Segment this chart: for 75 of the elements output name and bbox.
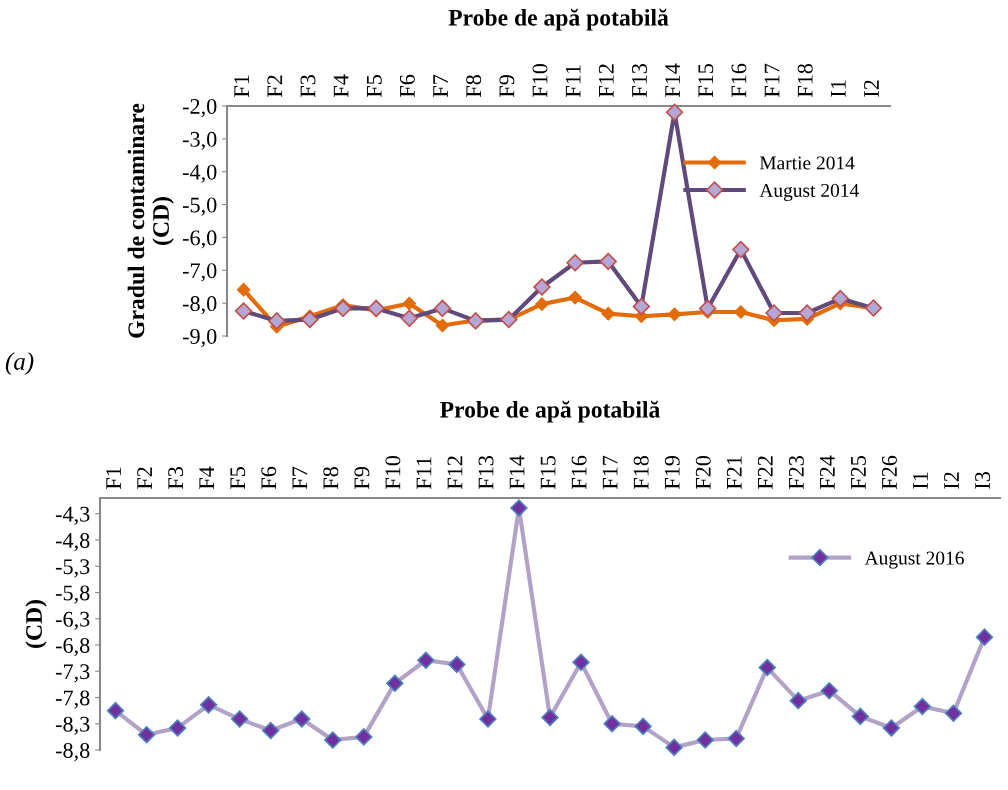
x-tick-label: F15 bbox=[698, 63, 714, 98]
x-tick-label: F14 bbox=[665, 63, 680, 98]
y-tick-label: -7,0 bbox=[182, 263, 217, 282]
x-tick-label: F1 bbox=[234, 75, 249, 98]
x-tick-label: F21 bbox=[726, 456, 742, 490]
x-tick-label: F16 bbox=[571, 455, 587, 490]
y-tick-label: -4,0 bbox=[182, 164, 217, 183]
x-tick-label: F15 bbox=[540, 455, 556, 490]
y-tick-label: -3,0 bbox=[182, 131, 217, 150]
y-tick-label: -2,0 bbox=[182, 98, 217, 118]
x-tick-label: F10 bbox=[385, 455, 401, 490]
x-tick-label: F9 bbox=[354, 467, 370, 490]
x-tick-label: F1 bbox=[106, 467, 121, 490]
y-tick-label: -6,3 bbox=[55, 611, 90, 630]
x-tick-label: F18 bbox=[633, 455, 649, 490]
x-tick-label: F12 bbox=[447, 456, 463, 490]
x-tick-label: F13 bbox=[632, 63, 647, 98]
x-tick-label: F4 bbox=[333, 74, 349, 98]
x-tick-label: F17 bbox=[602, 455, 618, 490]
x-tick-label: F14 bbox=[509, 455, 525, 490]
x-tick-label: F7 bbox=[292, 466, 308, 490]
x-tick-label: F23 bbox=[788, 455, 804, 490]
y-tick-label: -4,8 bbox=[55, 532, 90, 552]
x-tick-label: I1 bbox=[830, 80, 846, 97]
x-tick-label: F19 bbox=[664, 456, 680, 490]
x-tick-label: F20 bbox=[695, 455, 711, 490]
y-tick-label: -9,0 bbox=[182, 328, 217, 348]
x-tick-label: F22 bbox=[757, 456, 773, 490]
x-tick-label: I2 bbox=[864, 80, 879, 97]
x-tick-label: F24 bbox=[819, 455, 835, 490]
x-tick-label: F11 bbox=[416, 457, 432, 490]
y-tick-label: -7,3 bbox=[55, 664, 90, 683]
x-tick-label: F6 bbox=[399, 74, 415, 98]
x-tick-label: F12 bbox=[598, 64, 614, 98]
y-tick-label: -6,8 bbox=[55, 637, 90, 657]
x-tick-label: F25 bbox=[850, 455, 866, 490]
x-tick-label: F18 bbox=[797, 63, 813, 98]
x-tick-label: F10 bbox=[532, 63, 548, 98]
x-tick-label: F17 bbox=[764, 63, 780, 98]
y-tick-label: -5,0 bbox=[182, 197, 217, 216]
text: (a) bbox=[5, 352, 34, 375]
x-tick-label: F4 bbox=[199, 466, 214, 490]
x-tick-label: F11 bbox=[565, 65, 581, 98]
x-tick-label: F5 bbox=[230, 467, 246, 490]
y-tick-label: -5,8 bbox=[55, 585, 90, 604]
x-tick-label: F13 bbox=[478, 455, 494, 490]
chart-title: Probe de apă potabilă bbox=[448, 8, 669, 31]
y-tick-label: -8,3 bbox=[55, 716, 90, 735]
x-tick-label: I2 bbox=[944, 472, 959, 489]
legend-label: August 2014 bbox=[759, 183, 859, 201]
x-tick-label: F8 bbox=[466, 75, 482, 98]
y-tick-label: -5,3 bbox=[55, 559, 90, 578]
x-tick-label: F16 bbox=[731, 63, 747, 98]
x-tick-label: F2 bbox=[137, 467, 152, 490]
legend-label: August 2016 bbox=[864, 551, 964, 569]
y-tick-label: -8,8 bbox=[55, 742, 90, 762]
x-tick-label: F3 bbox=[300, 75, 316, 98]
x-tick-label: I1 bbox=[913, 472, 928, 489]
y-tick-label: -4,3 bbox=[55, 506, 90, 525]
x-tick-label: F3 bbox=[168, 467, 184, 490]
y-tick-label: -6,0 bbox=[182, 230, 217, 249]
y-axis-title: (CD) bbox=[25, 600, 47, 648]
x-tick-label: F8 bbox=[323, 467, 339, 490]
x-tick-label: F2 bbox=[267, 75, 283, 98]
chart-title: Probe de apă potabilă bbox=[440, 400, 660, 423]
x-tick-label: F9 bbox=[499, 75, 515, 98]
x-tick-label: F6 bbox=[261, 466, 277, 490]
x-tick-label: I3 bbox=[975, 472, 991, 489]
y-tick-label: -7,8 bbox=[55, 690, 90, 709]
legend-label: Martie 2014 bbox=[759, 156, 855, 170]
y-tick-label: -8,0 bbox=[182, 296, 217, 315]
x-tick-label: F5 bbox=[366, 75, 382, 98]
x-tick-label: F26 bbox=[882, 455, 897, 490]
y-axis-title: Gradul de contaminare (CD) bbox=[127, 103, 174, 338]
x-tick-label: F7 bbox=[433, 74, 448, 98]
